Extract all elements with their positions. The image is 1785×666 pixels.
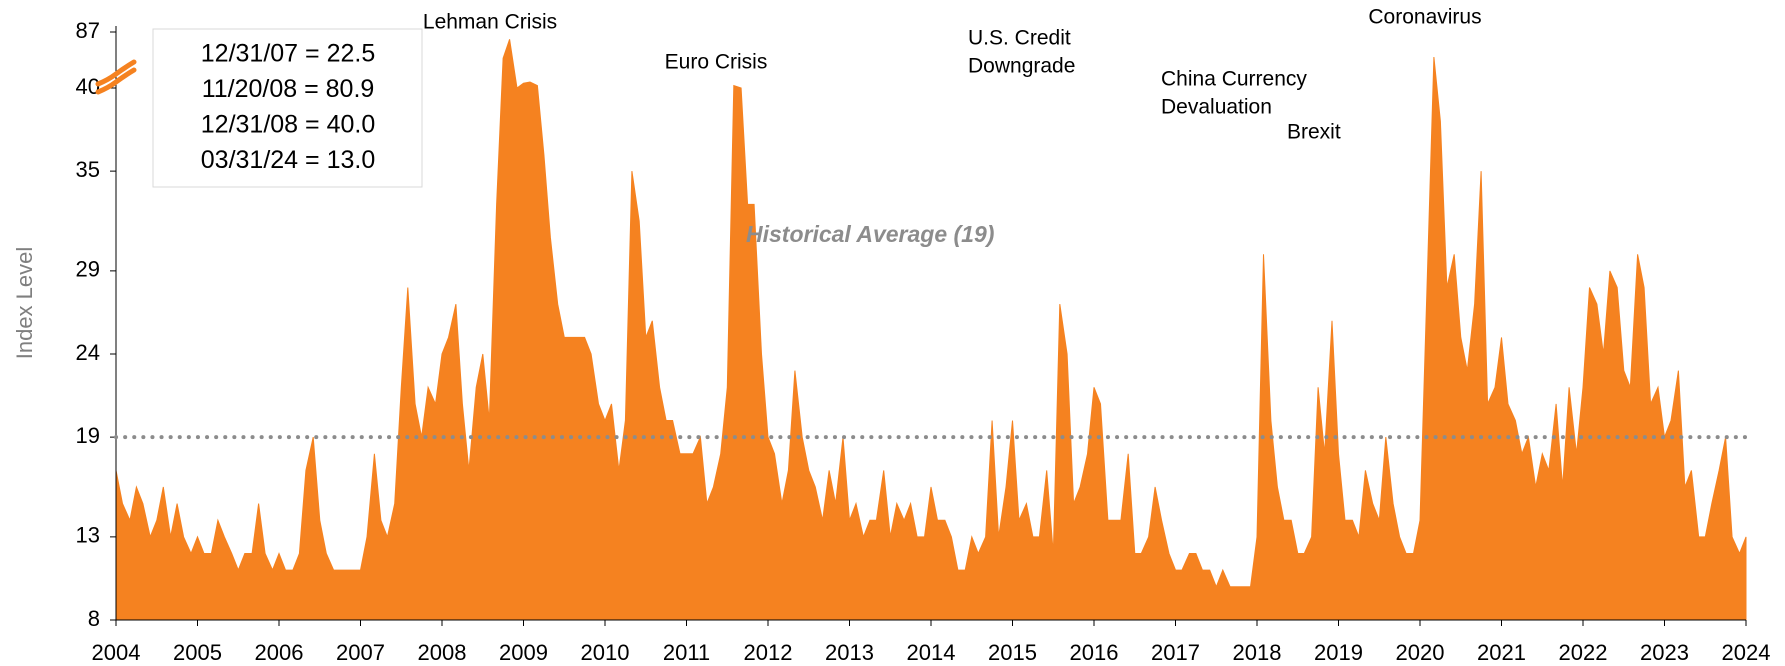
- y-tick-label: 29: [76, 257, 100, 282]
- legend-text: 03/31/24 = 13.0: [201, 146, 375, 174]
- legend-text: 12/31/08 = 40.0: [201, 111, 375, 139]
- y-tick-label: 40: [76, 74, 100, 99]
- annotation: Euro Crisis: [665, 51, 768, 74]
- x-tick-label: 2021: [1477, 640, 1526, 665]
- annotation: Devaluation: [1161, 96, 1272, 119]
- annotation: Coronavirus: [1368, 6, 1481, 29]
- annotation: Downgrade: [968, 55, 1075, 78]
- x-tick-label: 2010: [581, 640, 630, 665]
- x-tick-label: 2015: [988, 640, 1037, 665]
- annotation: China Currency: [1161, 68, 1307, 91]
- y-axis-label: Index Level: [12, 247, 37, 360]
- annotation: Brexit: [1287, 121, 1341, 144]
- x-tick-label: 2018: [1233, 640, 1282, 665]
- x-tick-label: 2011: [663, 640, 710, 665]
- x-tick-label: 2004: [92, 640, 141, 665]
- x-tick-label: 2009: [499, 640, 548, 665]
- x-tick-label: 2023: [1640, 640, 1689, 665]
- y-tick-label: 24: [76, 340, 100, 365]
- y-tick-label: 19: [76, 423, 100, 448]
- y-tick-label: 13: [76, 523, 100, 548]
- y-tick-label: 87: [76, 18, 100, 43]
- x-tick-label: 2006: [255, 640, 304, 665]
- x-tick-label: 2013: [825, 640, 874, 665]
- plot: [115, 39, 1747, 621]
- average-label: Historical Average (19): [746, 221, 994, 247]
- x-tick-label: 2019: [1314, 640, 1363, 665]
- x-tick-label: 2017: [1151, 640, 1200, 665]
- x-tick-label: 2005: [173, 640, 222, 665]
- x-tick-label: 2024: [1722, 640, 1771, 665]
- x-tick-label: 2008: [418, 640, 467, 665]
- annotation: U.S. Credit: [968, 27, 1071, 50]
- x-tick-label: 2022: [1559, 640, 1608, 665]
- x-tick-label: 2007: [336, 640, 385, 665]
- legend-box: [152, 28, 423, 188]
- axis-break: [95, 59, 137, 95]
- y-tick-label: 35: [76, 157, 100, 182]
- x-tick-label: 2012: [744, 640, 793, 665]
- annotation: Lehman Crisis: [423, 11, 557, 34]
- legend-text: 12/31/07 = 22.5: [201, 40, 375, 68]
- area: [115, 39, 1747, 621]
- x-tick-label: 2016: [1070, 640, 1119, 665]
- y-tick-label: 8: [88, 606, 100, 631]
- x-tick-label: 2014: [907, 640, 956, 665]
- x-tick-label: 2020: [1396, 640, 1445, 665]
- legend-text: 11/20/08 = 80.9: [202, 75, 375, 103]
